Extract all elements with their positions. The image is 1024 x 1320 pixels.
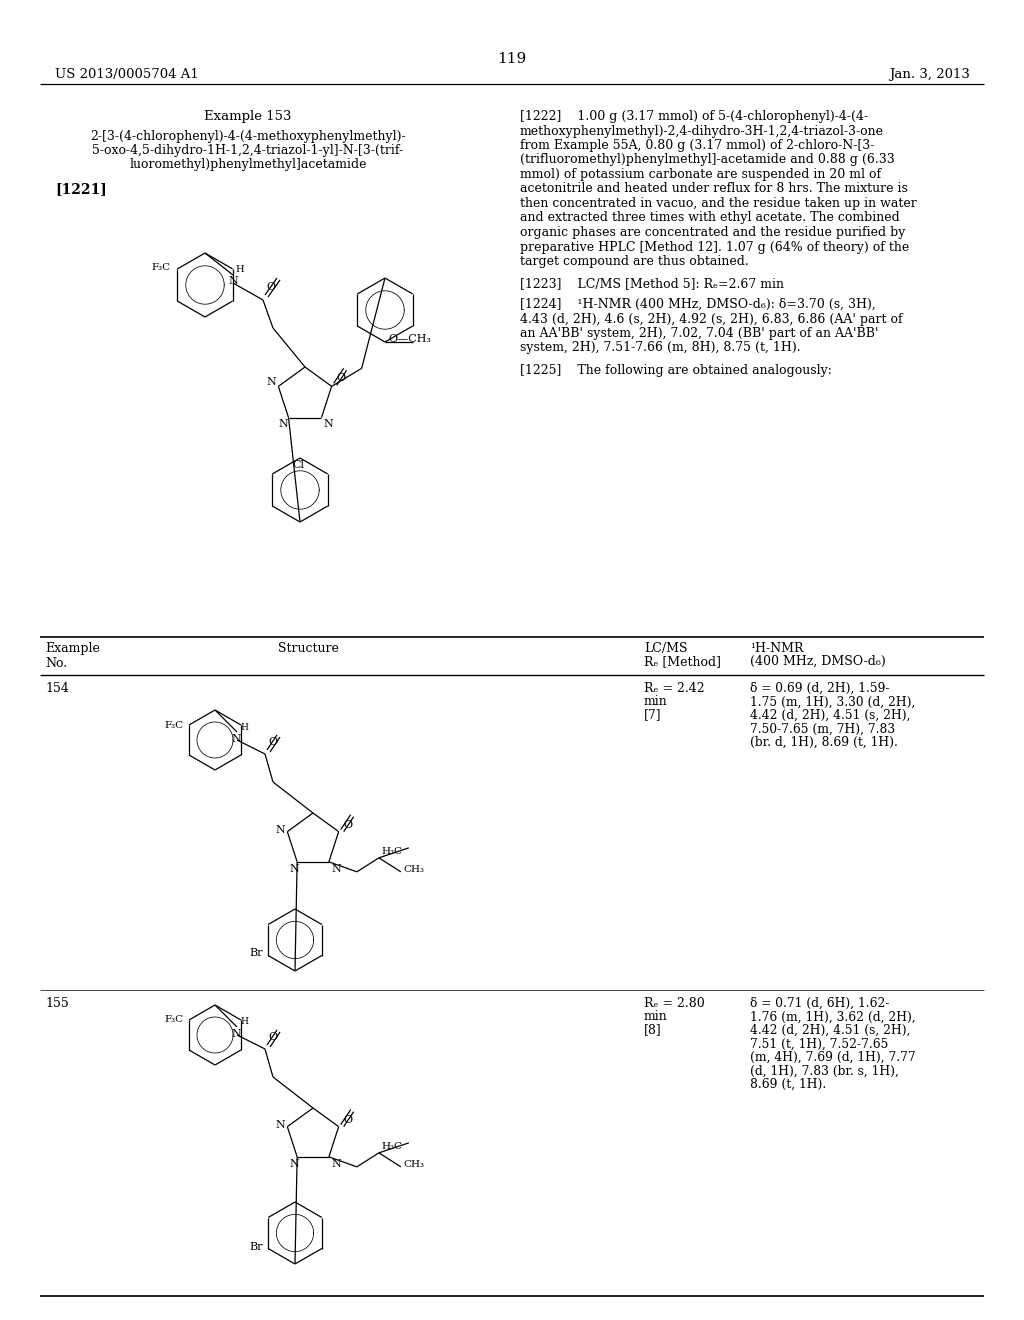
Text: H: H <box>234 264 244 273</box>
Text: 7.50-7.65 (m, 7H), 7.83: 7.50-7.65 (m, 7H), 7.83 <box>750 722 895 735</box>
Text: [1221]: [1221] <box>55 182 106 195</box>
Text: H₃C: H₃C <box>382 1142 402 1151</box>
Text: Br: Br <box>250 949 263 958</box>
Text: luoromethyl)phenylmethyl]acetamide: luoromethyl)phenylmethyl]acetamide <box>129 158 367 172</box>
Text: H₃C: H₃C <box>382 847 402 855</box>
Text: an AA'BB' system, 2H), 7.02, 7.04 (BB' part of an AA'BB': an AA'BB' system, 2H), 7.02, 7.04 (BB' p… <box>520 327 879 341</box>
Text: [1224]    ¹H-NMR (400 MHz, DMSO-d₆): δ=3.70 (s, 3H),: [1224] ¹H-NMR (400 MHz, DMSO-d₆): δ=3.70… <box>520 298 876 312</box>
Text: from Example 55A, 0.80 g (3.17 mmol) of 2-chloro-N-[3-: from Example 55A, 0.80 g (3.17 mmol) of … <box>520 139 874 152</box>
Text: 2-[3-(4-chlorophenyl)-4-(4-methoxyphenylmethyl)-: 2-[3-(4-chlorophenyl)-4-(4-methoxyphenyl… <box>90 129 406 143</box>
Text: US 2013/0005704 A1: US 2013/0005704 A1 <box>55 69 199 81</box>
Text: ¹H-NMR: ¹H-NMR <box>750 642 804 655</box>
Text: mmol) of potassium carbonate are suspended in 20 ml of: mmol) of potassium carbonate are suspend… <box>520 168 881 181</box>
Text: target compound are thus obtained.: target compound are thus obtained. <box>520 255 749 268</box>
Text: min: min <box>644 1010 668 1023</box>
Text: δ = 0.69 (d, 2H), 1.59-: δ = 0.69 (d, 2H), 1.59- <box>750 682 890 696</box>
Text: Br: Br <box>250 1242 263 1251</box>
Text: 119: 119 <box>498 51 526 66</box>
Text: then concentrated in vacuo, and the residue taken up in water: then concentrated in vacuo, and the resi… <box>520 197 916 210</box>
Text: [1225]    The following are obtained analogously:: [1225] The following are obtained analog… <box>520 364 831 378</box>
Text: [1223]    LC/MS [Method 5]: Rₑ=2.67 min: [1223] LC/MS [Method 5]: Rₑ=2.67 min <box>520 277 784 290</box>
Text: O: O <box>344 1114 353 1125</box>
Text: O: O <box>266 282 275 292</box>
Text: 8.69 (t, 1H).: 8.69 (t, 1H). <box>750 1078 826 1092</box>
Text: acetonitrile and heated under reflux for 8 hrs. The mixture is: acetonitrile and heated under reflux for… <box>520 182 908 195</box>
Text: H: H <box>240 722 248 731</box>
Text: 4.42 (d, 2H), 4.51 (s, 2H),: 4.42 (d, 2H), 4.51 (s, 2H), <box>750 709 910 722</box>
Text: Rₑ [Method]: Rₑ [Method] <box>644 655 721 668</box>
Text: CH₃: CH₃ <box>403 1160 425 1170</box>
Text: Rₑ = 2.42: Rₑ = 2.42 <box>644 682 705 696</box>
Text: N: N <box>228 276 238 286</box>
Text: min: min <box>644 696 668 708</box>
Text: O: O <box>268 737 278 747</box>
Text: N: N <box>289 1159 299 1168</box>
Text: (m, 4H), 7.69 (d, 1H), 7.77: (m, 4H), 7.69 (d, 1H), 7.77 <box>750 1051 915 1064</box>
Text: O: O <box>337 374 346 383</box>
Text: and extracted three times with ethyl acetate. The combined: and extracted three times with ethyl ace… <box>520 211 900 224</box>
Text: N: N <box>275 825 285 834</box>
Text: 4.43 (d, 2H), 4.6 (s, 2H), 4.92 (s, 2H), 6.83, 6.86 (AA' part of: 4.43 (d, 2H), 4.6 (s, 2H), 4.92 (s, 2H),… <box>520 313 902 326</box>
Text: [1222]    1.00 g (3.17 mmol) of 5-(4-chlorophenyl)-4-(4-: [1222] 1.00 g (3.17 mmol) of 5-(4-chloro… <box>520 110 868 123</box>
Text: 7.51 (t, 1H), 7.52-7.65: 7.51 (t, 1H), 7.52-7.65 <box>750 1038 889 1051</box>
Text: N: N <box>332 1159 342 1168</box>
Text: Example
No.: Example No. <box>45 642 100 671</box>
Text: 154: 154 <box>45 682 69 696</box>
Text: N: N <box>266 378 276 387</box>
Text: N: N <box>275 1119 285 1130</box>
Text: (trifluoromethyl)phenylmethyl]-acetamide and 0.88 g (6.33: (trifluoromethyl)phenylmethyl]-acetamide… <box>520 153 895 166</box>
Text: Jan. 3, 2013: Jan. 3, 2013 <box>889 69 970 81</box>
Text: F₃C: F₃C <box>152 264 170 272</box>
Text: F₃C: F₃C <box>165 1015 184 1024</box>
Text: LC/MS: LC/MS <box>644 642 687 655</box>
Text: O—CH₃: O—CH₃ <box>388 334 431 345</box>
Text: 155: 155 <box>45 997 69 1010</box>
Text: system, 2H), 7.51-7.66 (m, 8H), 8.75 (t, 1H).: system, 2H), 7.51-7.66 (m, 8H), 8.75 (t,… <box>520 342 801 355</box>
Text: organic phases are concentrated and the residue purified by: organic phases are concentrated and the … <box>520 226 905 239</box>
Text: O: O <box>268 1032 278 1041</box>
Text: (d, 1H), 7.83 (br. s, 1H),: (d, 1H), 7.83 (br. s, 1H), <box>750 1064 899 1077</box>
Text: [7]: [7] <box>644 708 662 721</box>
Text: 4.42 (d, 2H), 4.51 (s, 2H),: 4.42 (d, 2H), 4.51 (s, 2H), <box>750 1024 910 1038</box>
Text: N: N <box>279 418 289 429</box>
Text: (400 MHz, DMSO-d₆): (400 MHz, DMSO-d₆) <box>750 655 886 668</box>
Text: F₃C: F₃C <box>165 721 184 730</box>
Text: Rₑ = 2.80: Rₑ = 2.80 <box>644 997 705 1010</box>
Text: CH₃: CH₃ <box>403 866 425 874</box>
Text: H: H <box>240 1018 248 1027</box>
Text: preparative HPLC [Method 12]. 1.07 g (64% of theory) of the: preparative HPLC [Method 12]. 1.07 g (64… <box>520 240 909 253</box>
Text: Cl: Cl <box>292 459 304 470</box>
Text: Example 153: Example 153 <box>204 110 292 123</box>
Text: 1.75 (m, 1H), 3.30 (d, 2H),: 1.75 (m, 1H), 3.30 (d, 2H), <box>750 696 915 709</box>
Text: δ = 0.71 (d, 6H), 1.62-: δ = 0.71 (d, 6H), 1.62- <box>750 997 890 1010</box>
Text: N: N <box>289 863 299 874</box>
Text: N: N <box>332 863 342 874</box>
Text: methoxyphenylmethyl)-2,4-dihydro-3H-1,2,4-triazol-3-one: methoxyphenylmethyl)-2,4-dihydro-3H-1,2,… <box>520 124 884 137</box>
Text: N: N <box>231 734 241 744</box>
Text: N: N <box>231 1030 241 1039</box>
Text: (br. d, 1H), 8.69 (t, 1H).: (br. d, 1H), 8.69 (t, 1H). <box>750 737 898 748</box>
Text: 5-oxo-4,5-dihydro-1H-1,2,4-triazol-1-yl]-N-[3-(trif-: 5-oxo-4,5-dihydro-1H-1,2,4-triazol-1-yl]… <box>92 144 403 157</box>
Text: Structure: Structure <box>278 642 339 655</box>
Text: [8]: [8] <box>644 1023 662 1036</box>
Text: 1.76 (m, 1H), 3.62 (d, 2H),: 1.76 (m, 1H), 3.62 (d, 2H), <box>750 1011 915 1023</box>
Text: N: N <box>324 418 333 429</box>
Text: O: O <box>344 820 353 830</box>
